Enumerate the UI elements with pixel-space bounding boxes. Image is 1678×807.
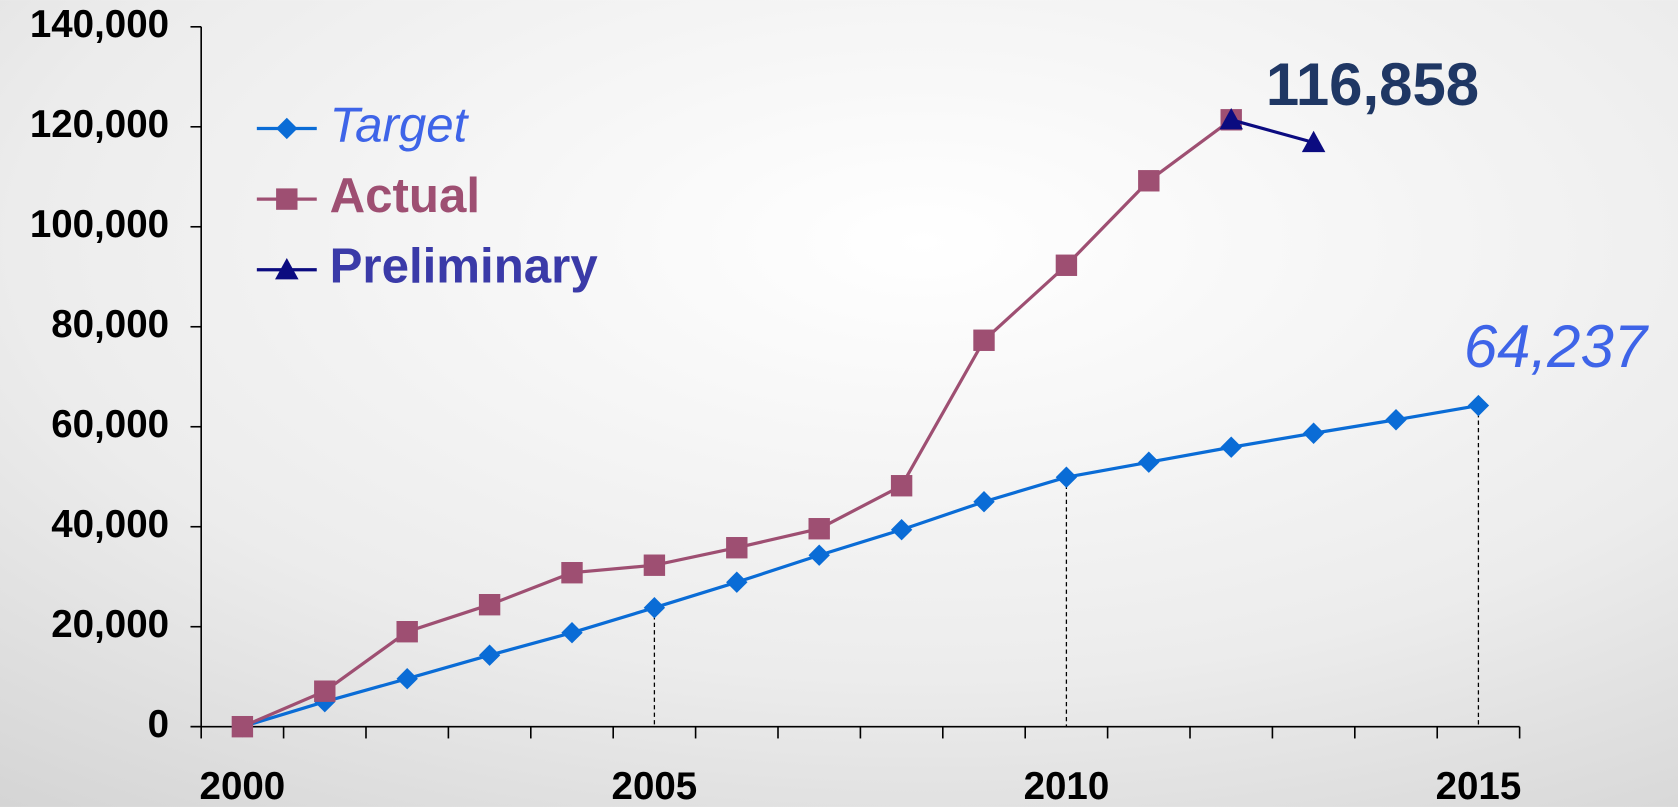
marker — [808, 518, 830, 540]
marker — [1220, 436, 1242, 458]
marker — [973, 329, 995, 351]
x-tick-label: 2010 — [1024, 765, 1110, 807]
marker — [726, 571, 748, 593]
marker — [231, 715, 254, 738]
value-label: 116,858 — [1266, 51, 1479, 118]
marker — [396, 621, 418, 643]
marker — [1138, 170, 1160, 192]
series-line — [241, 403, 1479, 729]
marker — [561, 622, 583, 644]
marker — [276, 188, 298, 210]
marker — [973, 491, 995, 513]
x-tick-label: 2000 — [200, 765, 286, 807]
legend-label: Preliminary — [330, 239, 599, 294]
marker — [1055, 254, 1078, 276]
marker — [890, 475, 913, 497]
marker — [1301, 130, 1326, 153]
marker — [890, 519, 913, 541]
y-tick-label: 140,000 — [30, 3, 169, 46]
marker — [396, 667, 418, 690]
marker — [478, 594, 501, 616]
marker — [1219, 108, 1243, 130]
marker — [314, 680, 336, 702]
y-tick-label: 120,000 — [30, 103, 169, 146]
y-tick-label: 40,000 — [51, 503, 169, 546]
series-line — [1230, 118, 1315, 145]
marker — [643, 554, 666, 576]
y-tick-label: 80,000 — [51, 303, 169, 346]
y-tick-label: 100,000 — [30, 203, 169, 246]
legend-label: Target — [330, 97, 470, 152]
y-tick-label: 0 — [148, 703, 169, 746]
marker — [726, 537, 748, 559]
marker — [561, 562, 583, 584]
x-tick-label: 2005 — [612, 765, 698, 807]
x-tick-label: 2015 — [1436, 765, 1522, 807]
y-tick-label: 60,000 — [51, 403, 169, 446]
marker — [1055, 466, 1078, 488]
value-label: 64,237 — [1464, 313, 1650, 380]
marker — [808, 544, 830, 566]
marker — [276, 117, 298, 140]
marker — [643, 597, 666, 619]
marker — [275, 257, 299, 280]
legend-label: Actual — [330, 168, 480, 223]
marker — [1302, 422, 1325, 444]
marker — [478, 644, 501, 666]
y-tick-label: 20,000 — [51, 603, 169, 646]
